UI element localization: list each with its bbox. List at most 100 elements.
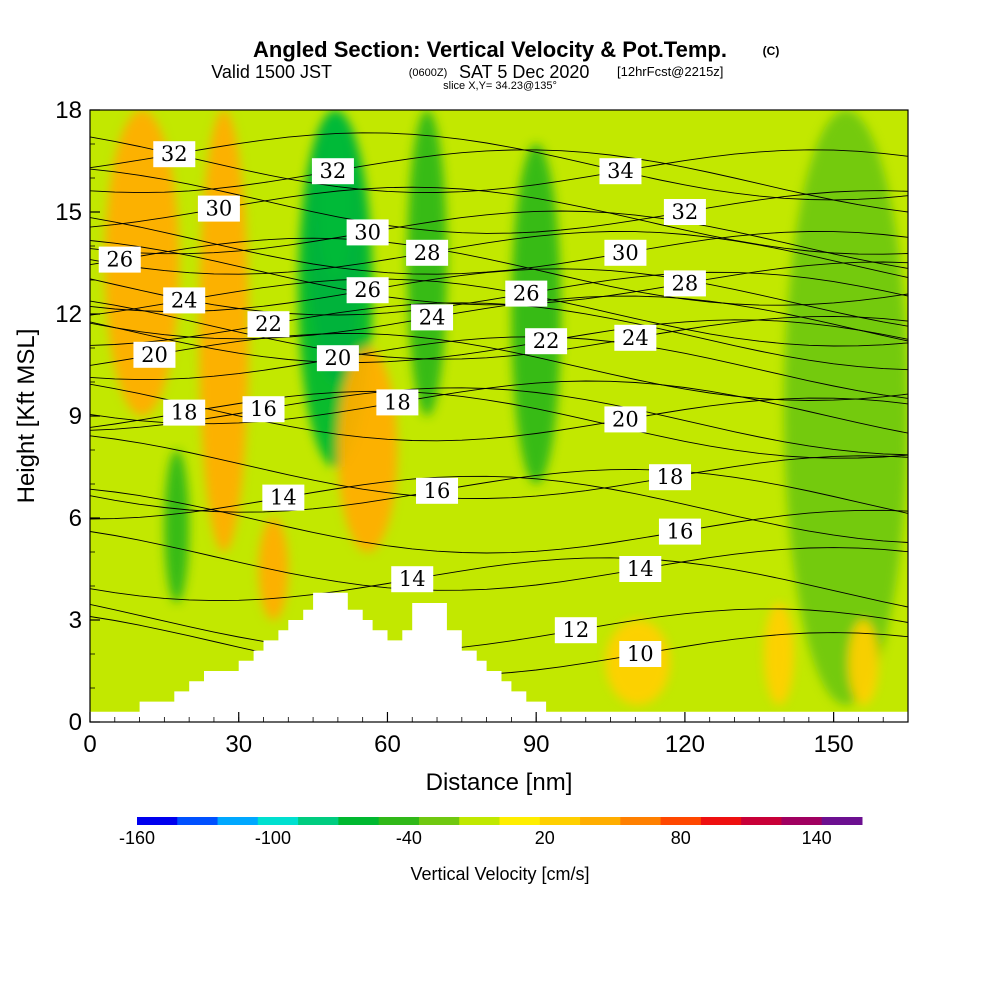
contour-label-text: 30 xyxy=(612,241,639,265)
x-axis-label: Distance [nm] xyxy=(426,769,573,796)
theta-contour-line xyxy=(90,302,908,371)
contour-label: 28 xyxy=(406,239,449,266)
x-axis: 0 30 60 90 120 150 xyxy=(83,712,909,758)
colorbar-swatch xyxy=(700,817,742,825)
velocity-patch xyxy=(764,603,794,705)
contour-label-bg xyxy=(133,341,176,368)
chart-subtitle: Valid 1500 JST (0600Z) SAT 5 Dec 2020 [1… xyxy=(211,62,723,82)
contour-label: 28 xyxy=(663,270,706,297)
theta-contour-line xyxy=(90,387,908,456)
velocity-patch xyxy=(199,110,249,552)
contour-label-bg xyxy=(153,141,196,168)
theta-contour-line xyxy=(90,295,908,342)
theta-contour-line xyxy=(90,300,908,360)
contour-label-bg xyxy=(525,328,568,355)
contour-label-bg xyxy=(376,389,419,416)
contour-label: 32 xyxy=(311,158,354,185)
contour-label-text: 26 xyxy=(513,282,540,306)
theta-contour-line xyxy=(90,488,908,554)
y-axis: 0 3 6 9 12 15 18 xyxy=(55,97,100,736)
contour-label-text: 12 xyxy=(562,618,589,642)
contour-label: 24 xyxy=(411,304,454,331)
y-tick-label: 18 xyxy=(55,97,82,124)
colorbar xyxy=(137,817,863,825)
contour-label-text: 24 xyxy=(171,288,198,312)
plot-area: 10 12 14 14 14 16 16 16 18 18 18 20 20 20 22 22 24 24 24 26… xyxy=(90,110,908,722)
contour-label-text: 28 xyxy=(672,271,699,295)
contour-label: 20 xyxy=(604,406,647,433)
theta-contour-line xyxy=(90,390,908,459)
contour-labels: 10 12 14 14 14 16 16 16 18 18 18 20 20 20 22 22 24 24 24 26… xyxy=(98,141,706,667)
contour-label: 30 xyxy=(604,239,647,266)
theta-contour-line xyxy=(90,217,908,275)
colorbar-swatch xyxy=(741,817,782,825)
contour-label-text: 14 xyxy=(399,567,426,591)
contour-label: 14 xyxy=(262,484,305,511)
contour-label-bg xyxy=(411,304,454,331)
contour-label: 18 xyxy=(163,399,206,426)
colorbar-swatch xyxy=(620,817,662,825)
subtitle-valid: Valid 1500 JST xyxy=(211,62,332,82)
theta-contour-line xyxy=(90,237,908,306)
contour-label: 14 xyxy=(619,556,662,582)
velocity-patch xyxy=(164,450,190,603)
contour-label: 30 xyxy=(346,219,389,246)
colorbar-swatch xyxy=(660,817,702,825)
theta-contour-line xyxy=(90,468,908,514)
contour-label-bg xyxy=(346,219,389,246)
contour-label-bg xyxy=(649,464,692,491)
contour-label-text: 16 xyxy=(250,397,277,421)
theta-contour-line xyxy=(90,557,908,608)
velocity-patch xyxy=(848,620,879,705)
theta-contour-line xyxy=(90,319,908,363)
contour-label-bg xyxy=(163,399,206,426)
chart-title: Angled Section: Vertical Velocity & Pot.… xyxy=(253,37,779,62)
colorbar-tick-label: -160 xyxy=(119,828,155,848)
y-tick-label: 3 xyxy=(69,607,82,634)
contour-label: 14 xyxy=(391,566,434,593)
theta-contour-line xyxy=(90,231,908,278)
contour-label-bg xyxy=(614,324,657,351)
contour-label: 22 xyxy=(247,311,290,338)
theta-contour-line xyxy=(90,603,908,653)
contour-label-bg xyxy=(346,277,389,304)
colorbar-swatch xyxy=(177,817,219,825)
contour-label-text: 14 xyxy=(270,486,297,510)
contour-label: 34 xyxy=(599,158,642,185)
colorbar-swatch xyxy=(378,817,420,825)
contour-label-bg xyxy=(163,287,206,314)
contour-label-text: 10 xyxy=(627,642,654,666)
theta-contour-line xyxy=(90,149,908,213)
theta-contour-line xyxy=(90,268,908,327)
contour-label: 26 xyxy=(505,280,548,307)
colorbar-tick-label: 80 xyxy=(671,828,691,848)
contour-label: 30 xyxy=(197,195,240,222)
contour-label-bg xyxy=(262,484,305,511)
contour-label: 26 xyxy=(346,277,389,304)
contour-label-bg xyxy=(316,345,359,372)
contour-label-text: 18 xyxy=(384,390,411,414)
contour-label-text: 28 xyxy=(414,241,441,265)
contour-label: 18 xyxy=(649,464,692,491)
contour-label-text: 20 xyxy=(612,407,639,431)
title-copyright: (C) xyxy=(763,44,780,58)
contour-label-bg xyxy=(554,617,597,644)
colorbar-swatch xyxy=(499,817,541,825)
colorbar-swatch xyxy=(781,817,823,825)
velocity-patch xyxy=(104,110,180,416)
slice-label: slice X,Y= 34.23@135° xyxy=(443,80,557,92)
contour-label-bg xyxy=(663,270,706,297)
colorbar-swatch xyxy=(257,817,299,825)
contour-label-text: 34 xyxy=(607,159,634,183)
contour-label-bg xyxy=(663,199,706,225)
y-tick-label: 12 xyxy=(55,301,82,328)
velocity-patch xyxy=(337,348,398,552)
colorbar-tick-labels: -160 -100 -40 20 80 140 xyxy=(119,828,832,848)
contour-label: 16 xyxy=(658,518,701,545)
colorbar-tick-label: 20 xyxy=(535,828,555,848)
contour-label-bg xyxy=(416,477,459,504)
contour-label-text: 20 xyxy=(325,346,352,370)
y-axis-label: Height [Kft MSL] xyxy=(13,329,40,504)
y-tick-label: 9 xyxy=(69,403,82,430)
contour-label-text: 22 xyxy=(255,312,282,336)
